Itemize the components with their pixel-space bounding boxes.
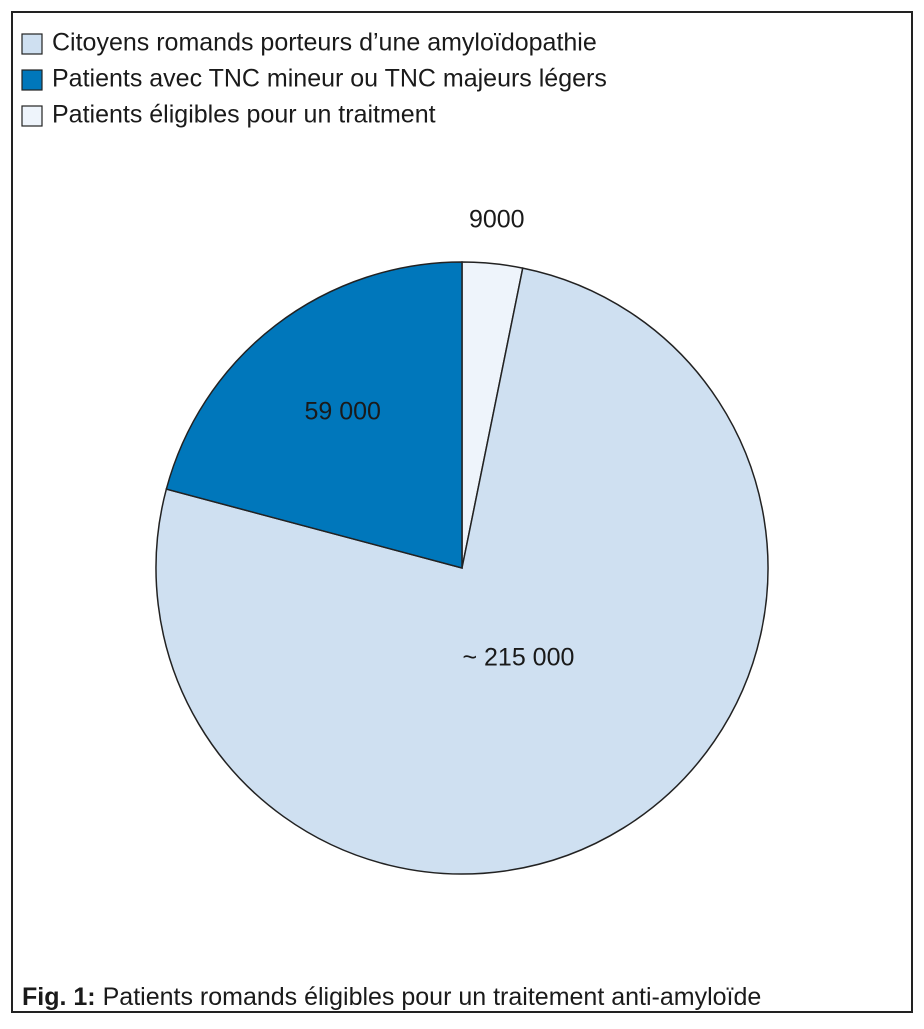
legend-label: Patients éligibles pour un traitment bbox=[52, 101, 436, 129]
value-label: 9000 bbox=[469, 206, 525, 234]
pie-slice bbox=[155, 267, 769, 875]
value-label: ~ 215 000 bbox=[462, 644, 574, 672]
legend-swatch bbox=[21, 69, 43, 91]
legend-swatch bbox=[21, 33, 43, 55]
legend-label: Citoyens romands porteurs d’une amyloïdo… bbox=[52, 29, 597, 57]
legend-label: Patients avec TNC mineur ou TNC majeurs … bbox=[52, 65, 607, 93]
caption-label: Fig. 1: bbox=[22, 983, 96, 1011]
caption-text: Patients romands éligibles pour un trait… bbox=[103, 983, 762, 1011]
value-label: 59 000 bbox=[304, 397, 380, 425]
caption: Fig. 1: Patients romands éligibles pour u… bbox=[22, 983, 761, 1011]
legend-swatch bbox=[21, 105, 43, 127]
pie-slice bbox=[165, 261, 463, 569]
